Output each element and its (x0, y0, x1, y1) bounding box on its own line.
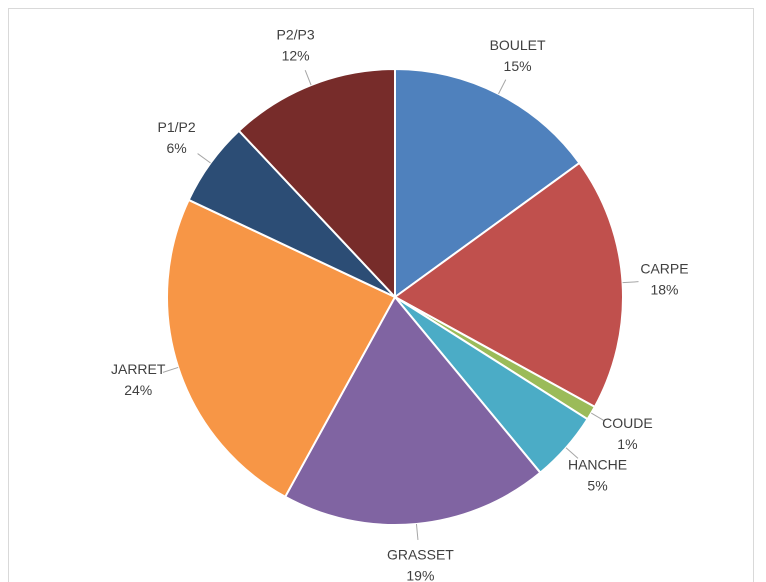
data-label: 12% (282, 48, 310, 64)
leader-line (622, 281, 639, 284)
category-label: P1/P2 (157, 119, 195, 135)
data-label: 15% (504, 58, 532, 74)
category-label: GRASSET (387, 547, 454, 563)
leader-line (197, 153, 211, 164)
leader-line (304, 69, 312, 86)
data-label: 18% (650, 282, 678, 298)
category-label: CARPE (640, 261, 688, 277)
category-label: BOULET (490, 37, 546, 53)
data-label: 1% (617, 436, 637, 452)
leader-line (415, 523, 419, 540)
data-label: 24% (124, 382, 152, 398)
category-label: P2/P3 (277, 27, 315, 43)
leader-line (590, 412, 606, 422)
data-label: 6% (166, 140, 186, 156)
pie-slice (393, 161, 624, 409)
category-label: HANCHE (568, 456, 627, 472)
category-label: COUDE (602, 415, 653, 431)
leader-line (498, 79, 507, 95)
category-label: JARRET (111, 361, 166, 377)
leader-line (162, 366, 179, 373)
leader-line (565, 447, 579, 459)
data-label: 19% (406, 568, 434, 582)
data-label: 5% (587, 477, 607, 493)
